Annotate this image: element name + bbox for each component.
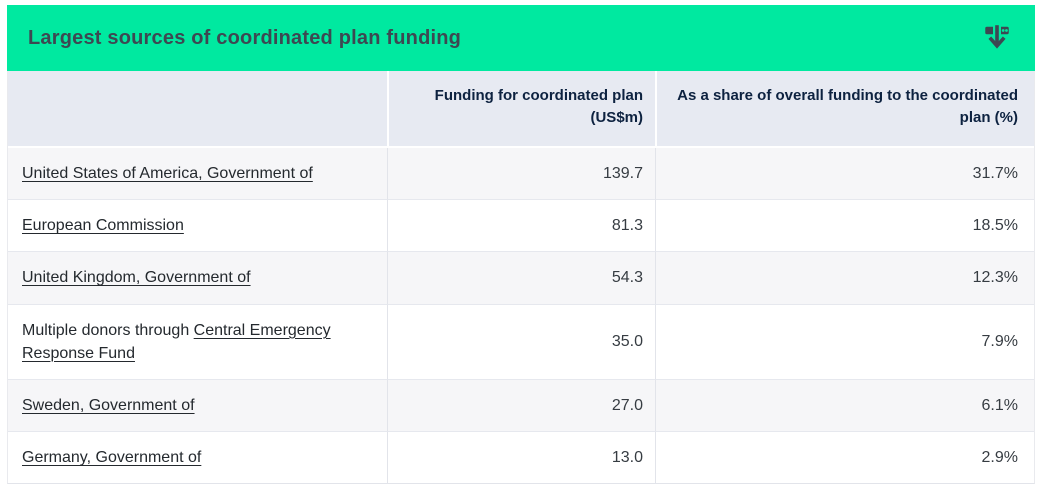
source-cell: United States of America, Government of [8,148,387,201]
share-value: 2.9% [655,432,1034,484]
source-cell: Germany, Government of [8,432,387,484]
source-link[interactable]: European Commission [22,217,184,235]
table-row: United States of America, Government of 1… [8,148,1034,201]
source-prefix-text: Multiple donors through [22,321,194,339]
download-button[interactable] [979,20,1015,56]
funding-value: 81.3 [387,200,655,253]
funding-value: 35.0 [387,304,655,380]
table-header: Funding for coordinated plan (US$m) As a… [8,71,1034,148]
download-icon [985,24,1009,52]
source-link[interactable]: Central Emergency Response Fund [22,321,331,362]
source-link[interactable]: United Kingdom, Government of [22,269,251,287]
header-row: Funding for coordinated plan (US$m) As a… [8,71,1034,148]
table-row: United Kingdom, Government of 54.3 12.3% [8,252,1034,305]
funding-table-widget: Largest sources of coordinated plan fund… [7,5,1035,485]
share-value: 31.7% [655,148,1034,201]
source-link[interactable]: United States of America, Government of [22,165,313,182]
share-value: 7.9% [655,304,1034,380]
share-value: 18.5% [655,200,1034,253]
funding-value: 27.0 [387,379,655,433]
table-body: United States of America, Government of 1… [8,148,1034,484]
source-link[interactable]: Germany, Government of [22,449,202,467]
table-row: European Commission 81.3 18.5% [8,200,1034,253]
widget-header: Largest sources of coordinated plan fund… [7,5,1035,71]
funding-value: 139.7 [387,148,655,201]
source-cell: European Commission [8,200,387,253]
table-row: Sweden, Government of 27.0 6.1% [8,379,1034,433]
funding-value: 13.0 [387,432,655,484]
source-cell: United Kingdom, Government of [8,252,387,305]
funding-table: Funding for coordinated plan (US$m) As a… [7,71,1035,485]
table-row: Germany, Government of 13.0 2.9% [8,432,1034,484]
share-value: 6.1% [655,379,1034,433]
widget-title: Largest sources of coordinated plan fund… [28,26,462,49]
column-header-share: As a share of overall funding to the coo… [655,71,1034,148]
source-link[interactable]: Sweden, Government of [22,396,195,414]
share-value: 12.3% [655,252,1034,305]
source-cell: Sweden, Government of [8,379,387,433]
source-cell: Multiple donors through Central Emergenc… [8,304,387,380]
funding-value: 54.3 [387,252,655,305]
column-header-funding: Funding for coordinated plan (US$m) [387,71,655,148]
column-header-source [8,71,387,148]
table-row: Multiple donors through Central Emergenc… [8,304,1034,380]
